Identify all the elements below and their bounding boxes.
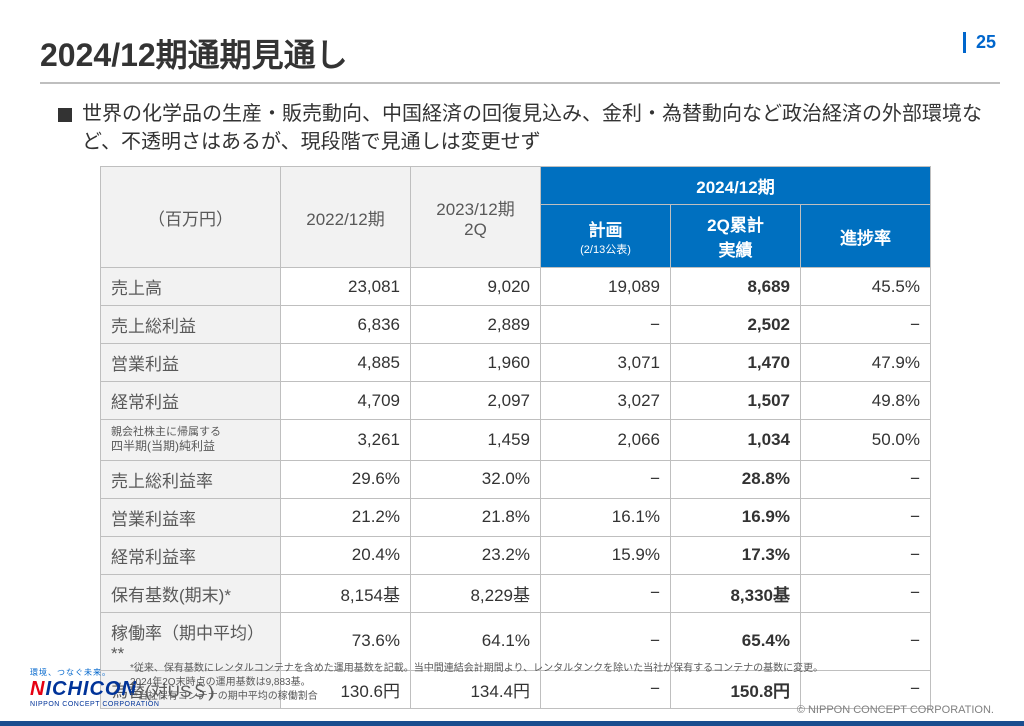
table-row: 営業利益率21.2%21.8%16.1%16.9%− — [101, 498, 931, 536]
row-label: 保有基数(期末)* — [101, 574, 281, 612]
cell: − — [541, 306, 671, 344]
cell: − — [801, 536, 931, 574]
cell: 8,154基 — [281, 574, 411, 612]
bullet-square-icon — [58, 108, 72, 122]
cell: 1,470 — [671, 344, 801, 382]
table-row: 売上総利益6,8362,889−2,502− — [101, 306, 931, 344]
table-row: 売上高23,0819,02019,0898,68945.5% — [101, 268, 931, 306]
copyright: © NIPPON CONCEPT CORPORATION. — [797, 704, 994, 716]
cell: 4,885 — [281, 344, 411, 382]
title-underline — [40, 82, 1000, 84]
cell: 16.1% — [541, 498, 671, 536]
row-label: 売上総利益 — [101, 306, 281, 344]
cell: 49.8% — [801, 382, 931, 420]
row-label: 営業利益 — [101, 344, 281, 382]
table-row: 経常利益率20.4%23.2%15.9%17.3%− — [101, 536, 931, 574]
row-label: 営業利益率 — [101, 498, 281, 536]
footnote-3: **当社保有コンテナの期中平均の稼働割合 — [130, 690, 823, 704]
header-sub1-note: (2/13公表) — [551, 241, 660, 257]
logo-rest: ICHICON — [45, 678, 136, 700]
table-row: 保有基数(期末)*8,154基8,229基−8,330基− — [101, 574, 931, 612]
table-row: 売上総利益率29.6%32.0%−28.8%− — [101, 460, 931, 498]
table-row: 経常利益4,7092,0973,0271,50749.8% — [101, 382, 931, 420]
bullet-row: 世界の化学品の生産・販売動向、中国経済の回復見込み、金利・為替動向など政治経済の… — [40, 100, 984, 156]
table-header: （百万円） 2022/12期 2023/12期 2Q 2024/12期 計画 (… — [101, 167, 931, 268]
page-number: 25 — [963, 32, 996, 53]
cell: 32.0% — [411, 460, 541, 498]
cell: 21.2% — [281, 498, 411, 536]
cell: 2,502 — [671, 306, 801, 344]
cell: 19,089 — [541, 268, 671, 306]
cell: 50.0% — [801, 420, 931, 461]
cell: 16.9% — [671, 498, 801, 536]
footnote-1: *従来、保有基数にレンタルコンテナを含めた運用基数を記載。当中間連結会計期間より… — [130, 662, 823, 676]
cell: 8,330基 — [671, 574, 801, 612]
header-sub3: 進捗率 — [801, 205, 931, 268]
cell: 3,071 — [541, 344, 671, 382]
cell: 2,066 — [541, 420, 671, 461]
cell: 3,261 — [281, 420, 411, 461]
header-sub2: 2Q累計 実績 — [671, 205, 801, 268]
cell: − — [541, 574, 671, 612]
cell: 15.9% — [541, 536, 671, 574]
header-sub1-label: 計画 — [589, 221, 623, 240]
page-title: 2024/12期通期見通し — [40, 30, 984, 76]
row-label: 売上総利益率 — [101, 460, 281, 498]
footnote-2: 2024年2Q末時点の運用基数は9,883基。 — [130, 676, 823, 690]
cell: 29.6% — [281, 460, 411, 498]
cell: 23.2% — [411, 536, 541, 574]
cell: − — [801, 574, 931, 612]
logo-n: N — [30, 678, 45, 700]
bullet-text: 世界の化学品の生産・販売動向、中国経済の回復見込み、金利・為替動向など政治経済の… — [82, 100, 984, 156]
cell: 4,709 — [281, 382, 411, 420]
cell: 1,034 — [671, 420, 801, 461]
cell: 20.4% — [281, 536, 411, 574]
header-unit: （百万円） — [101, 167, 281, 268]
forecast-table: （百万円） 2022/12期 2023/12期 2Q 2024/12期 計画 (… — [100, 166, 931, 709]
cell: 1,507 — [671, 382, 801, 420]
cell: 23,081 — [281, 268, 411, 306]
cell: 17.3% — [671, 536, 801, 574]
cell: 8,229基 — [411, 574, 541, 612]
cell: 21.8% — [411, 498, 541, 536]
cell: 2,097 — [411, 382, 541, 420]
cell: − — [801, 498, 931, 536]
table-row: 営業利益4,8851,9603,0711,47047.9% — [101, 344, 931, 382]
cell: 45.5% — [801, 268, 931, 306]
cell: 1,960 — [411, 344, 541, 382]
row-label: 経常利益率 — [101, 536, 281, 574]
cell: 1,459 — [411, 420, 541, 461]
slide: 25 2024/12期通期見通し 世界の化学品の生産・販売動向、中国経済の回復見… — [0, 0, 1024, 726]
header-group: 2024/12期 — [541, 167, 931, 205]
cell: − — [801, 460, 931, 498]
row-label: 親会社株主に帰属する四半期(当期)純利益 — [101, 420, 281, 461]
header-sub1: 計画 (2/13公表) — [541, 205, 671, 268]
cell: 28.8% — [671, 460, 801, 498]
table-body: 売上高23,0819,02019,0898,68945.5%売上総利益6,836… — [101, 268, 931, 709]
bottom-bar — [0, 721, 1024, 726]
cell: − — [801, 306, 931, 344]
cell: 9,020 — [411, 268, 541, 306]
row-label: 売上高 — [101, 268, 281, 306]
cell: 2,889 — [411, 306, 541, 344]
cell: 47.9% — [801, 344, 931, 382]
header-col1: 2022/12期 — [281, 167, 411, 268]
header-col2: 2023/12期 2Q — [411, 167, 541, 268]
cell: 8,689 — [671, 268, 801, 306]
cell: 3,027 — [541, 382, 671, 420]
cell: 6,836 — [281, 306, 411, 344]
row-label: 経常利益 — [101, 382, 281, 420]
cell: − — [541, 460, 671, 498]
table-row: 親会社株主に帰属する四半期(当期)純利益3,2611,4592,0661,034… — [101, 420, 931, 461]
footnotes: *従来、保有基数にレンタルコンテナを含めた運用基数を記載。当中間連結会計期間より… — [130, 662, 823, 704]
